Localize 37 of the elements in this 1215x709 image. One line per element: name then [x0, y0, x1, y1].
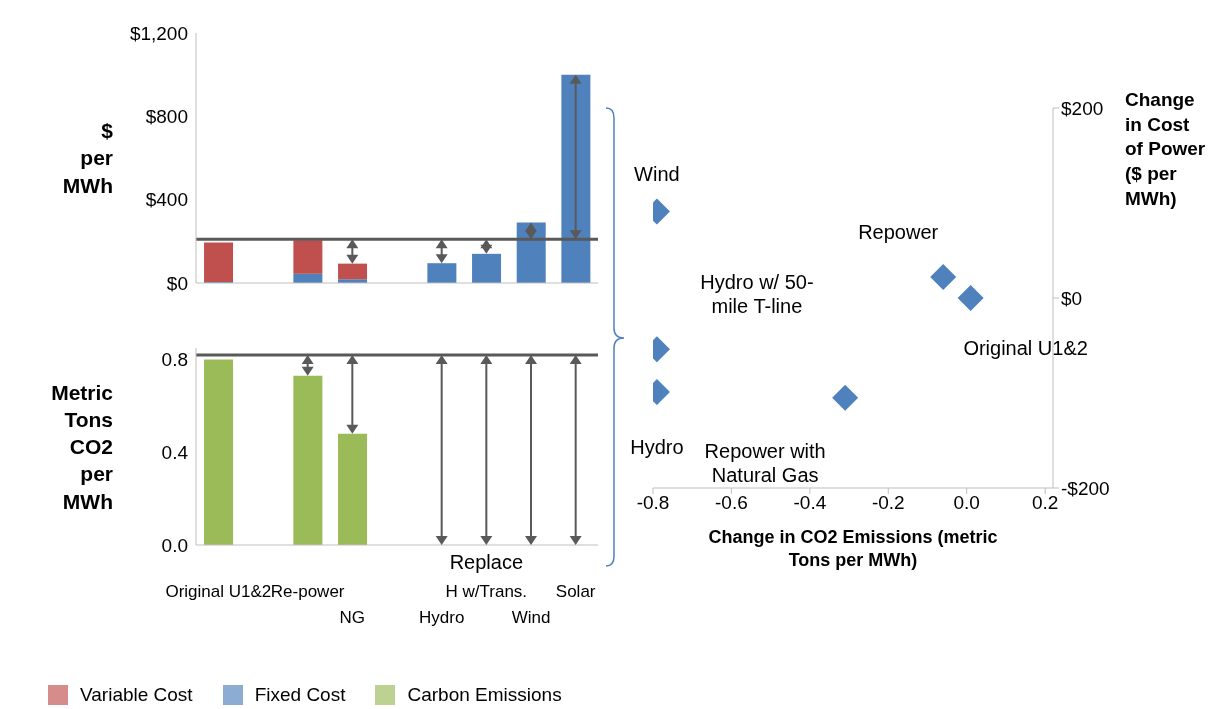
- x-axis-title: Change in CO2 Emissions (metric Tons per MWh): [707, 526, 999, 573]
- x-tick-label: -0.2: [871, 492, 905, 514]
- x-tick-label: -0.6: [715, 492, 748, 514]
- x-tick-label: 0.2: [1031, 492, 1059, 514]
- y-tick-label: $800: [145, 106, 188, 128]
- x-tick-label: Original U1&2: [165, 582, 272, 601]
- y-tick-label: 0.0: [161, 534, 188, 556]
- x-tick-label: H w/Trans.: [445, 582, 528, 601]
- x-tick-label: -0.4: [793, 492, 827, 514]
- y-tick-label: 0.4: [161, 442, 189, 464]
- y-tick-label: $1,200: [129, 22, 188, 44]
- x-tick-label: 0.0: [953, 492, 980, 514]
- y-tick-label: 0.8: [161, 349, 188, 371]
- annotation: Hydro w/ 50-mile T-line: [699, 270, 815, 319]
- y-tick-label: $0: [166, 272, 188, 294]
- x-tick-label: Re-power: [270, 582, 345, 601]
- text: Replace: [449, 551, 524, 574]
- x-tick-label: Solar: [555, 582, 596, 601]
- legend-label: Fixed Cost: [254, 684, 346, 706]
- x-tick-label: NG: [339, 608, 366, 627]
- y-tick-label: -$200: [1061, 477, 1110, 499]
- y-axis-title: Change in Cost of Power ($ per MWh): [1125, 88, 1207, 211]
- y-axis-title: Metric Tons CO2 per MWh: [51, 379, 113, 515]
- annotation: Hydro: [630, 435, 684, 460]
- x-tick-label: Wind: [511, 608, 551, 627]
- legend-label: Variable Cost: [80, 684, 193, 706]
- annotation: Wind: [634, 161, 680, 186]
- annotation: Repower with Natural Gas: [703, 438, 827, 487]
- y-axis-title: $ per MWh: [62, 118, 114, 199]
- y-tick-label: $0: [1061, 287, 1083, 309]
- annotation: Original U1&2: [963, 336, 1088, 360]
- annotation: Repower: [858, 220, 939, 245]
- x-tick-label: Hydro: [418, 608, 465, 627]
- x-tick-label: -0.8: [636, 492, 670, 514]
- legend-label: Carbon Emissions: [407, 684, 562, 706]
- y-tick-label: $200: [1061, 97, 1104, 119]
- y-tick-label: $400: [145, 189, 188, 211]
